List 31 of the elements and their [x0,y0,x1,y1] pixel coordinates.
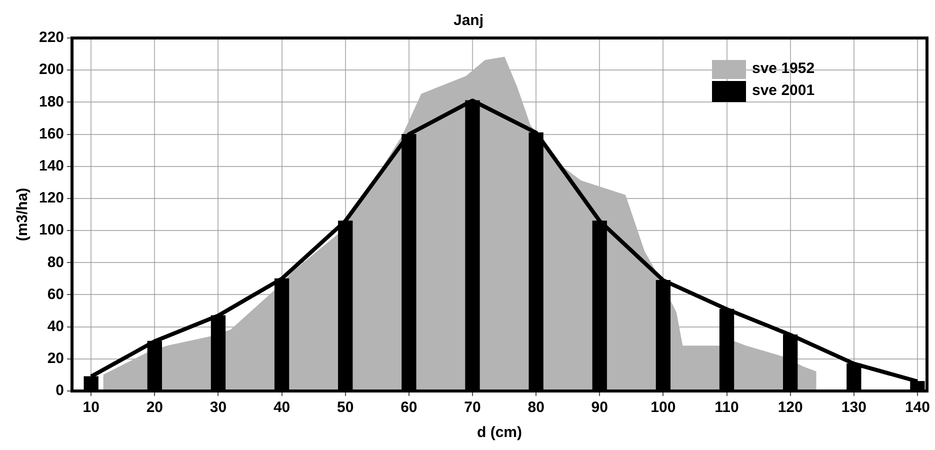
x-tick-label: 30 [210,399,227,416]
y-tick-label: 160 [38,125,64,142]
y-tick-label: 120 [38,190,64,207]
legend-label: sve 2001 [752,81,815,101]
x-tick-label: 50 [337,399,354,416]
chart-title: Janj [453,12,484,30]
x-tick-label: 90 [591,399,608,416]
x-tick-label: 70 [464,399,481,416]
x-tick-label: 120 [778,399,803,416]
x-tick-label: 60 [400,399,418,416]
y-tick-label: 100 [38,222,64,239]
x-tick-label: 40 [273,399,290,416]
y-tick-label: 60 [47,286,64,303]
y-tick-label: 140 [38,158,64,175]
x-tick-label: 110 [714,399,739,416]
y-tick-label: 0 [56,382,64,400]
x-tick-label: 100 [650,399,676,416]
y-tick-label: 200 [38,61,64,78]
y-tick-label: 20 [47,350,64,368]
x-tick-label: 20 [146,399,164,416]
y-tick-label: 80 [47,254,64,271]
y-axis-title: (m3/ha) [14,188,32,242]
x-tick-label: 130 [841,399,866,416]
y-tick-label: 40 [47,318,64,335]
x-tick-label: 140 [904,399,930,416]
x-tick-label: 10 [82,399,100,416]
y-tick-label: 180 [38,93,64,110]
x-tick-label: 80 [528,399,544,416]
legend-label: sve 1952 [752,59,815,79]
x-axis-title: d (cm) [477,424,522,442]
y-tick-label: 220 [38,29,64,46]
